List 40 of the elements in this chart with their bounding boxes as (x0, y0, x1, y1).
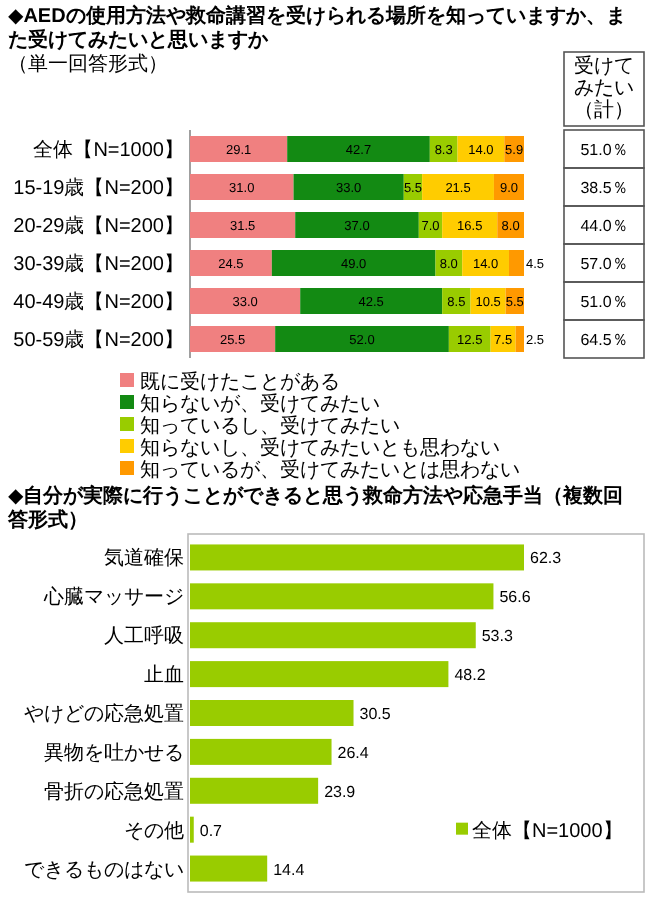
y-tick-label: 異物を吐かせる (44, 740, 184, 765)
y-tick-label: 20-29歳【N=200】 (13, 214, 184, 238)
text: 44.0％ (580, 217, 628, 235)
y-tick-label: 人工呼吸 (104, 624, 184, 649)
legend-label: 知っているし、受けてみたい (140, 414, 400, 438)
data-label: 0.7 (199, 821, 224, 840)
y-tick-label: 骨折の応急処置 (44, 779, 184, 804)
chart-title: ◆自分が実際に行うことができると思う救命方法や応急手当（複数回答形式） (6, 484, 624, 532)
y-tick-label: 気道確保 (104, 546, 184, 571)
text: 51.0％ (580, 141, 628, 159)
text: 57.0％ (580, 255, 628, 273)
text: 受けてみたい（計） (574, 54, 634, 122)
data-label: 62.3 (530, 549, 563, 568)
text: 38.5％ (580, 179, 628, 197)
text: 51.0％ (580, 293, 628, 311)
legend-label: 知らないし、受けてみたいとも思わない (140, 436, 500, 460)
y-tick-label: やけどの応急処置 (24, 702, 184, 726)
legend-label: 知らないが、受けてみたい (140, 392, 380, 416)
y-tick-label: 30-39歳【N=200】 (13, 252, 184, 276)
chart-title: ◆AEDの使用方法や救命講習を受けられる場所を知っていますか、また受けてみたいと思いますか (8, 4, 626, 52)
y-tick-label: 15-19歳【N=200】 (13, 176, 184, 200)
y-tick-label: 心臓マッサージ (42, 585, 184, 610)
chart-subtitle: （単一回答形式） (8, 52, 168, 76)
data-label: 26.4 (337, 743, 370, 762)
data-label: 23.9 (324, 782, 357, 801)
y-tick-label: 40-49歳【N=200】 (13, 290, 184, 314)
legend-label: 既に受けたことがある (140, 370, 340, 394)
data-label: 30.5 (359, 705, 392, 723)
y-tick-label: 全体【N=1000】 (33, 138, 184, 162)
text: 64.5％ (580, 331, 628, 349)
data-label: 56.6 (499, 588, 532, 607)
legend-label: 全体【N=1000】 (472, 818, 623, 843)
y-tick-label: 止血 (144, 663, 184, 688)
y-tick-label: 50-59歳【N=200】 (13, 328, 184, 352)
y-tick-label: その他 (124, 818, 184, 843)
legend-label: 知っているが、受けてみたいとは思わない (140, 458, 520, 482)
data-label: 14.4 (273, 860, 306, 879)
data-label: 53.3 (481, 627, 514, 646)
data-label: 48.2 (454, 666, 487, 685)
y-tick-label: できるものはない (24, 859, 184, 882)
